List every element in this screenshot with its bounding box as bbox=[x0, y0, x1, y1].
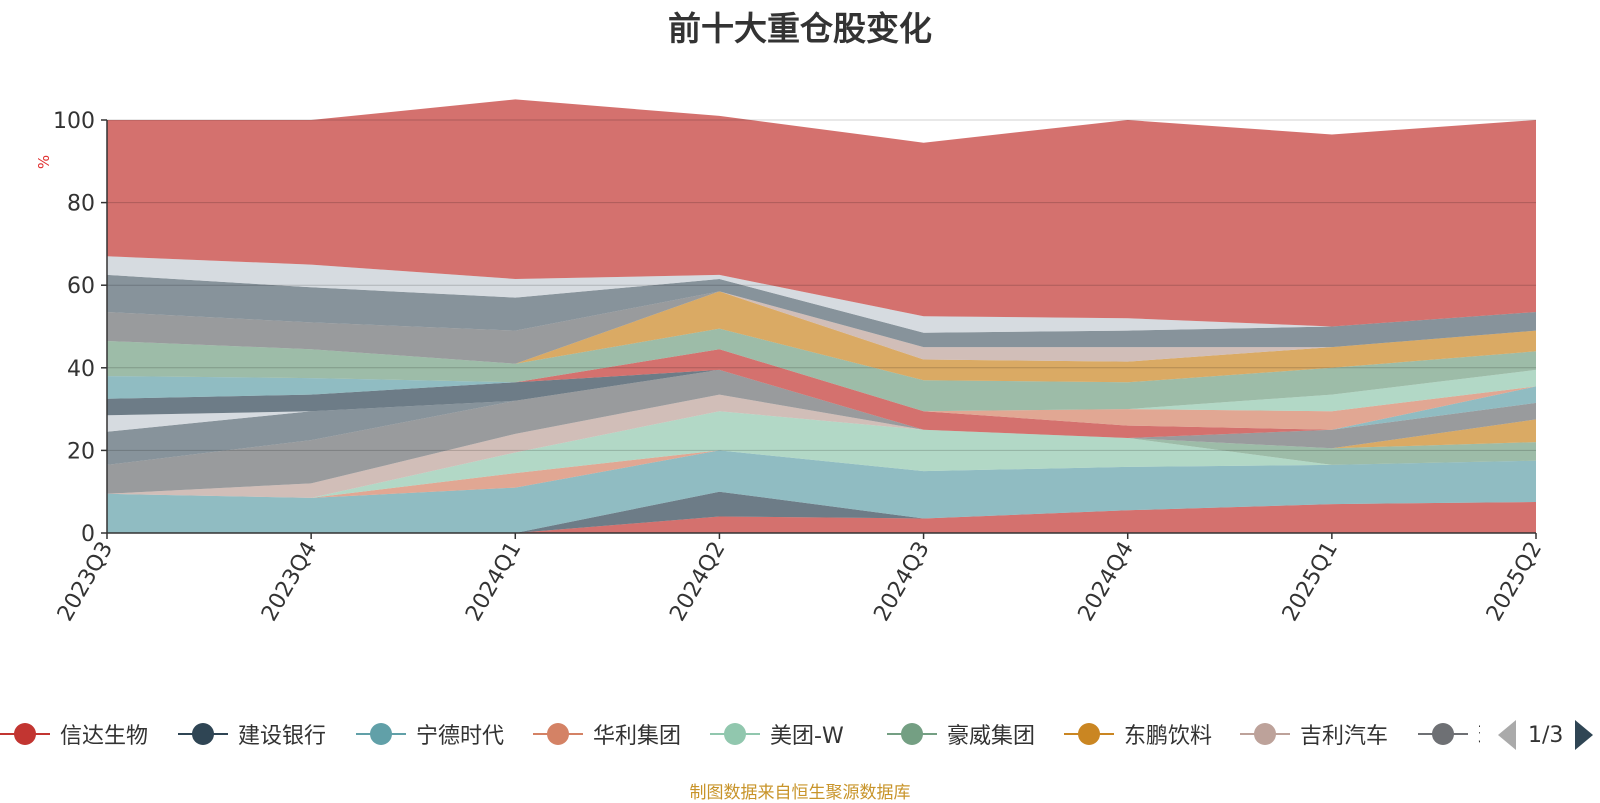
y-tick-label-5: 100 bbox=[53, 109, 95, 134]
area-series-13 bbox=[107, 349, 1536, 438]
x-tick-label-3: 2024Q2 bbox=[665, 538, 730, 626]
legend-marker-icon bbox=[1064, 712, 1114, 756]
y-tick-label-3: 60 bbox=[67, 274, 95, 299]
area-series-9 bbox=[107, 369, 1536, 465]
area-series-20 bbox=[107, 274, 1536, 348]
legend-item[interactable]: 信达生物 bbox=[0, 712, 148, 756]
legend-label: 建设银行 bbox=[238, 724, 327, 749]
legend-marker-icon bbox=[178, 712, 228, 756]
legend-label: 豪威集团 bbox=[947, 724, 1036, 749]
legend-label: 东鹏饮料 bbox=[1124, 724, 1213, 749]
pager-text: 1/3 bbox=[1528, 722, 1564, 748]
legend-item[interactable]: 豪威集团 bbox=[887, 712, 1035, 756]
area-series-14 bbox=[107, 349, 1536, 430]
y-tick-label-4: 80 bbox=[67, 192, 95, 217]
legend-item[interactable]: 建设银行 bbox=[178, 712, 326, 756]
area-series-8 bbox=[107, 369, 1536, 494]
area-series-4 bbox=[107, 411, 1536, 498]
legend-marker-icon bbox=[0, 712, 50, 756]
legend-marker-icon bbox=[533, 712, 583, 756]
legend-item[interactable]: 美团-W bbox=[710, 712, 844, 756]
area-series-19 bbox=[107, 291, 1536, 364]
x-tick-label-0: 2023Q3 bbox=[53, 538, 118, 626]
legend-label: 信达生物 bbox=[60, 724, 149, 749]
chart-plot: 0 20 40 60 80 100% 2023Q3 2023Q4 2024Q1 2024Q2 202… bbox=[35, 99, 1547, 626]
legend-item[interactable]: 吉利汽车 bbox=[1240, 712, 1388, 756]
x-tick-label-6: 2025Q1 bbox=[1278, 538, 1343, 626]
x-tick-label-4: 2024Q3 bbox=[869, 538, 934, 626]
legend: 信达生物 建设银行 宁德时代 华利集团 美团-W 豪威集团 东鹏饮料 吉利汽车 理 1/3 bbox=[0, 712, 1600, 756]
y-tick-label-2: 40 bbox=[67, 357, 95, 382]
x-tick-label-2: 2024Q1 bbox=[461, 538, 526, 626]
area-series-3 bbox=[107, 450, 1536, 498]
legend-marker-icon bbox=[1418, 712, 1468, 756]
area-series-17 bbox=[107, 291, 1536, 383]
area-series-7 bbox=[107, 394, 1536, 498]
legend-marker-icon bbox=[710, 712, 760, 756]
legend-marker-icon bbox=[887, 712, 937, 756]
pager-next-icon[interactable] bbox=[1575, 720, 1594, 750]
legend-items: 信达生物 建设银行 宁德时代 华利集团 美团-W 豪威集团 东鹏饮料 吉利汽车 理 bbox=[0, 712, 1480, 756]
area-series-21 bbox=[107, 256, 1536, 333]
legend-label: 宁德时代 bbox=[416, 724, 505, 749]
source-note: 制图数据来自恒生聚源数据库 bbox=[689, 783, 911, 803]
legend-marker-icon bbox=[1240, 712, 1290, 756]
area-series-22 bbox=[107, 99, 1536, 327]
legend-item[interactable]: 理 bbox=[1418, 712, 1480, 756]
y-axis-unit: % bbox=[35, 155, 53, 169]
area-series-16 bbox=[107, 328, 1536, 412]
area-series-11 bbox=[107, 369, 1536, 438]
legend-label: 吉利汽车 bbox=[1300, 724, 1389, 749]
legend-pager: 1/3 bbox=[1498, 720, 1594, 750]
y-tick-label-0: 0 bbox=[81, 522, 95, 547]
legend-marker-icon bbox=[356, 712, 406, 756]
y-tick-label-1: 20 bbox=[67, 439, 95, 464]
x-tick-label-1: 2023Q4 bbox=[257, 538, 322, 626]
x-tick-label-5: 2024Q4 bbox=[1074, 538, 1139, 626]
legend-label: 理 bbox=[1478, 718, 1480, 750]
area-series-1 bbox=[107, 491, 1536, 533]
legend-item[interactable]: 宁德时代 bbox=[356, 712, 504, 756]
legend-item[interactable]: 华利集团 bbox=[533, 712, 681, 756]
area-series-2 bbox=[107, 450, 1536, 533]
x-tick-label-7: 2025Q2 bbox=[1482, 538, 1547, 626]
chart-title: 前十大重仓股变化 bbox=[668, 9, 932, 48]
pager-prev-icon[interactable] bbox=[1498, 720, 1516, 750]
legend-label: 美团-W bbox=[770, 724, 844, 749]
legend-item[interactable]: 东鹏饮料 bbox=[1064, 712, 1212, 756]
legend-label: 华利集团 bbox=[593, 724, 682, 749]
